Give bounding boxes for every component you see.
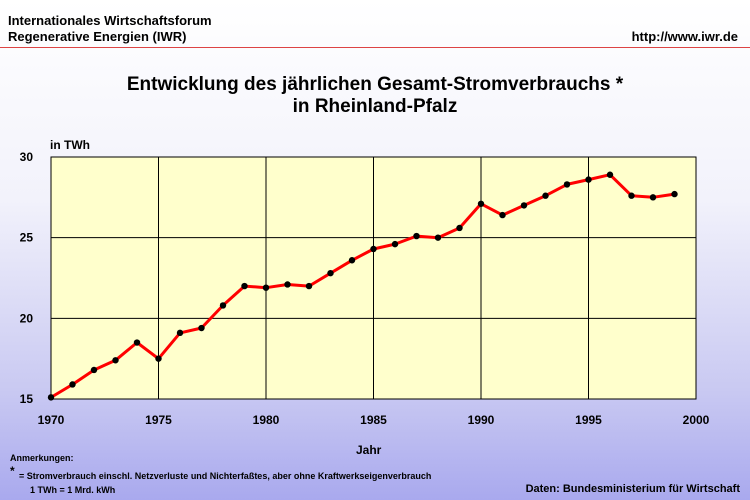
data-point — [649, 194, 657, 201]
data-point — [456, 224, 463, 232]
y-tick-label: 25 — [20, 231, 34, 245]
series-line — [50, 173, 675, 399]
x-tick-label: 1975 — [145, 413, 172, 427]
x-tick-label: 1980 — [253, 413, 280, 427]
data-point — [477, 200, 485, 207]
data-point — [90, 366, 98, 374]
y-tick-label: 15 — [20, 392, 34, 406]
data-point — [542, 192, 549, 199]
x-tick-label: 2000 — [683, 413, 710, 427]
data-point — [176, 329, 184, 337]
data-point — [671, 190, 678, 198]
y-tick-label: 20 — [20, 311, 34, 325]
data-point — [284, 281, 291, 288]
data-point — [155, 355, 162, 362]
data-point — [391, 240, 399, 248]
data-source: Daten: Bundesministerium für Wirtschaft — [525, 483, 740, 495]
data-point — [434, 234, 442, 241]
data-point — [606, 171, 614, 178]
data-point — [112, 357, 119, 364]
data-point — [219, 302, 227, 309]
chart-title-line2: in Rheinland-Pfalz — [292, 96, 458, 117]
header-org: Internationales Wirtschaftsforum Regener… — [8, 13, 212, 45]
data-point — [69, 381, 76, 388]
notes-asterisk: * — [10, 464, 15, 478]
chart-title-line1: Entwicklung des jährlichen Gesamt-Stromv… — [126, 74, 624, 95]
data-point — [413, 232, 420, 240]
data-point — [499, 211, 506, 219]
notes-heading: Anmerkungen: — [10, 453, 74, 463]
x-tick-label: 1990 — [468, 413, 495, 427]
notes-definition: = Stromverbrauch einschl. Netzverluste u… — [19, 471, 432, 481]
y-axis-unit-label: in TWh — [50, 138, 90, 152]
header-url[interactable]: http://www.iwr.de — [631, 29, 738, 44]
data-point — [563, 181, 571, 188]
x-tick-label: 1970 — [38, 413, 65, 427]
data-point — [133, 339, 141, 346]
data-point — [241, 282, 248, 290]
x-tick-label: 1995 — [575, 413, 602, 427]
data-point — [305, 282, 313, 290]
notes-unit-conversion: 1 TWh = 1 Mrd. kWh — [30, 485, 116, 495]
data-point — [47, 394, 55, 401]
data-point — [348, 257, 356, 264]
data-point — [370, 245, 377, 253]
x-tick-label: 1985 — [360, 413, 387, 427]
chart-title: Entwicklung des jährlichen Gesamt-Stromv… — [0, 74, 750, 118]
y-tick-label: 30 — [20, 150, 34, 164]
data-point — [628, 192, 635, 199]
data-point — [198, 324, 205, 332]
data-point — [327, 269, 334, 277]
org-name-line2: Regenerative Energien (IWR) — [8, 29, 187, 44]
data-point — [262, 284, 270, 291]
data-point — [585, 176, 592, 183]
data-point — [520, 202, 528, 209]
header-divider — [0, 47, 750, 48]
x-axis-label: Jahr — [356, 443, 382, 457]
org-name-line1: Internationales Wirtschaftsforum — [8, 13, 212, 28]
